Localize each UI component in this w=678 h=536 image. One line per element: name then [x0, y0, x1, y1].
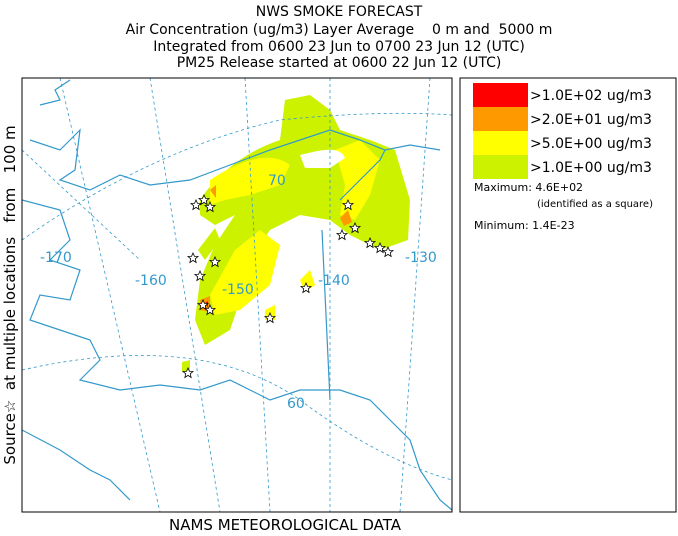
- longitude-label: -140: [318, 273, 350, 289]
- subtitle: Air Concentration (ug/m3) Layer Average …: [126, 22, 553, 38]
- longitude-label: -150: [222, 282, 254, 298]
- subtitle: Integrated from 0600 23 Jun to 0700 23 J…: [153, 39, 525, 55]
- maximum-note: (identified as a square): [537, 199, 653, 210]
- longitude-label: -170: [40, 250, 72, 266]
- legend-swatch: [473, 107, 528, 131]
- smoke-plume: [182, 95, 410, 372]
- footer: NAMS METEOROLOGICAL DATA: [169, 516, 402, 532]
- subtitle: PM25 Release started at 0600 22 Jun 12 (…: [177, 55, 502, 71]
- legend-frame: [459, 77, 677, 513]
- map-frame: [21, 77, 453, 513]
- longitude-label: -130: [405, 250, 437, 266]
- legend-swatch: [473, 155, 528, 179]
- legend-swatch: [473, 83, 528, 107]
- legend-label: >5.0E+00 ug/m3: [530, 136, 652, 152]
- legend-label: >1.0E+00 ug/m3: [530, 160, 652, 176]
- maximum: Maximum: 4.6E+02: [474, 181, 583, 194]
- longitude-label: -160: [135, 273, 167, 289]
- latitude-label: 70: [268, 173, 286, 189]
- graticule: [22, 78, 452, 512]
- legend-label: >1.0E+02 ug/m3: [530, 88, 652, 104]
- minimum: Minimum: 1.4E-23: [474, 219, 575, 232]
- legend: >1.0E+02 ug/m3 >2.0E+01 ug/m3 >5.0E+00 ug/…: [473, 83, 652, 179]
- legend-label: >2.0E+01 ug/m3: [530, 112, 652, 128]
- legend-swatch: [473, 131, 528, 155]
- latitude-label: 60: [287, 396, 305, 412]
- side-label: Source☆ at multiple locations from 100 m: [1, 125, 19, 464]
- map: -170 -160 -150 -140 -130 70 60: [22, 78, 452, 512]
- title: NWS SMOKE FORECAST: [256, 4, 423, 20]
- coastline: [22, 79, 452, 511]
